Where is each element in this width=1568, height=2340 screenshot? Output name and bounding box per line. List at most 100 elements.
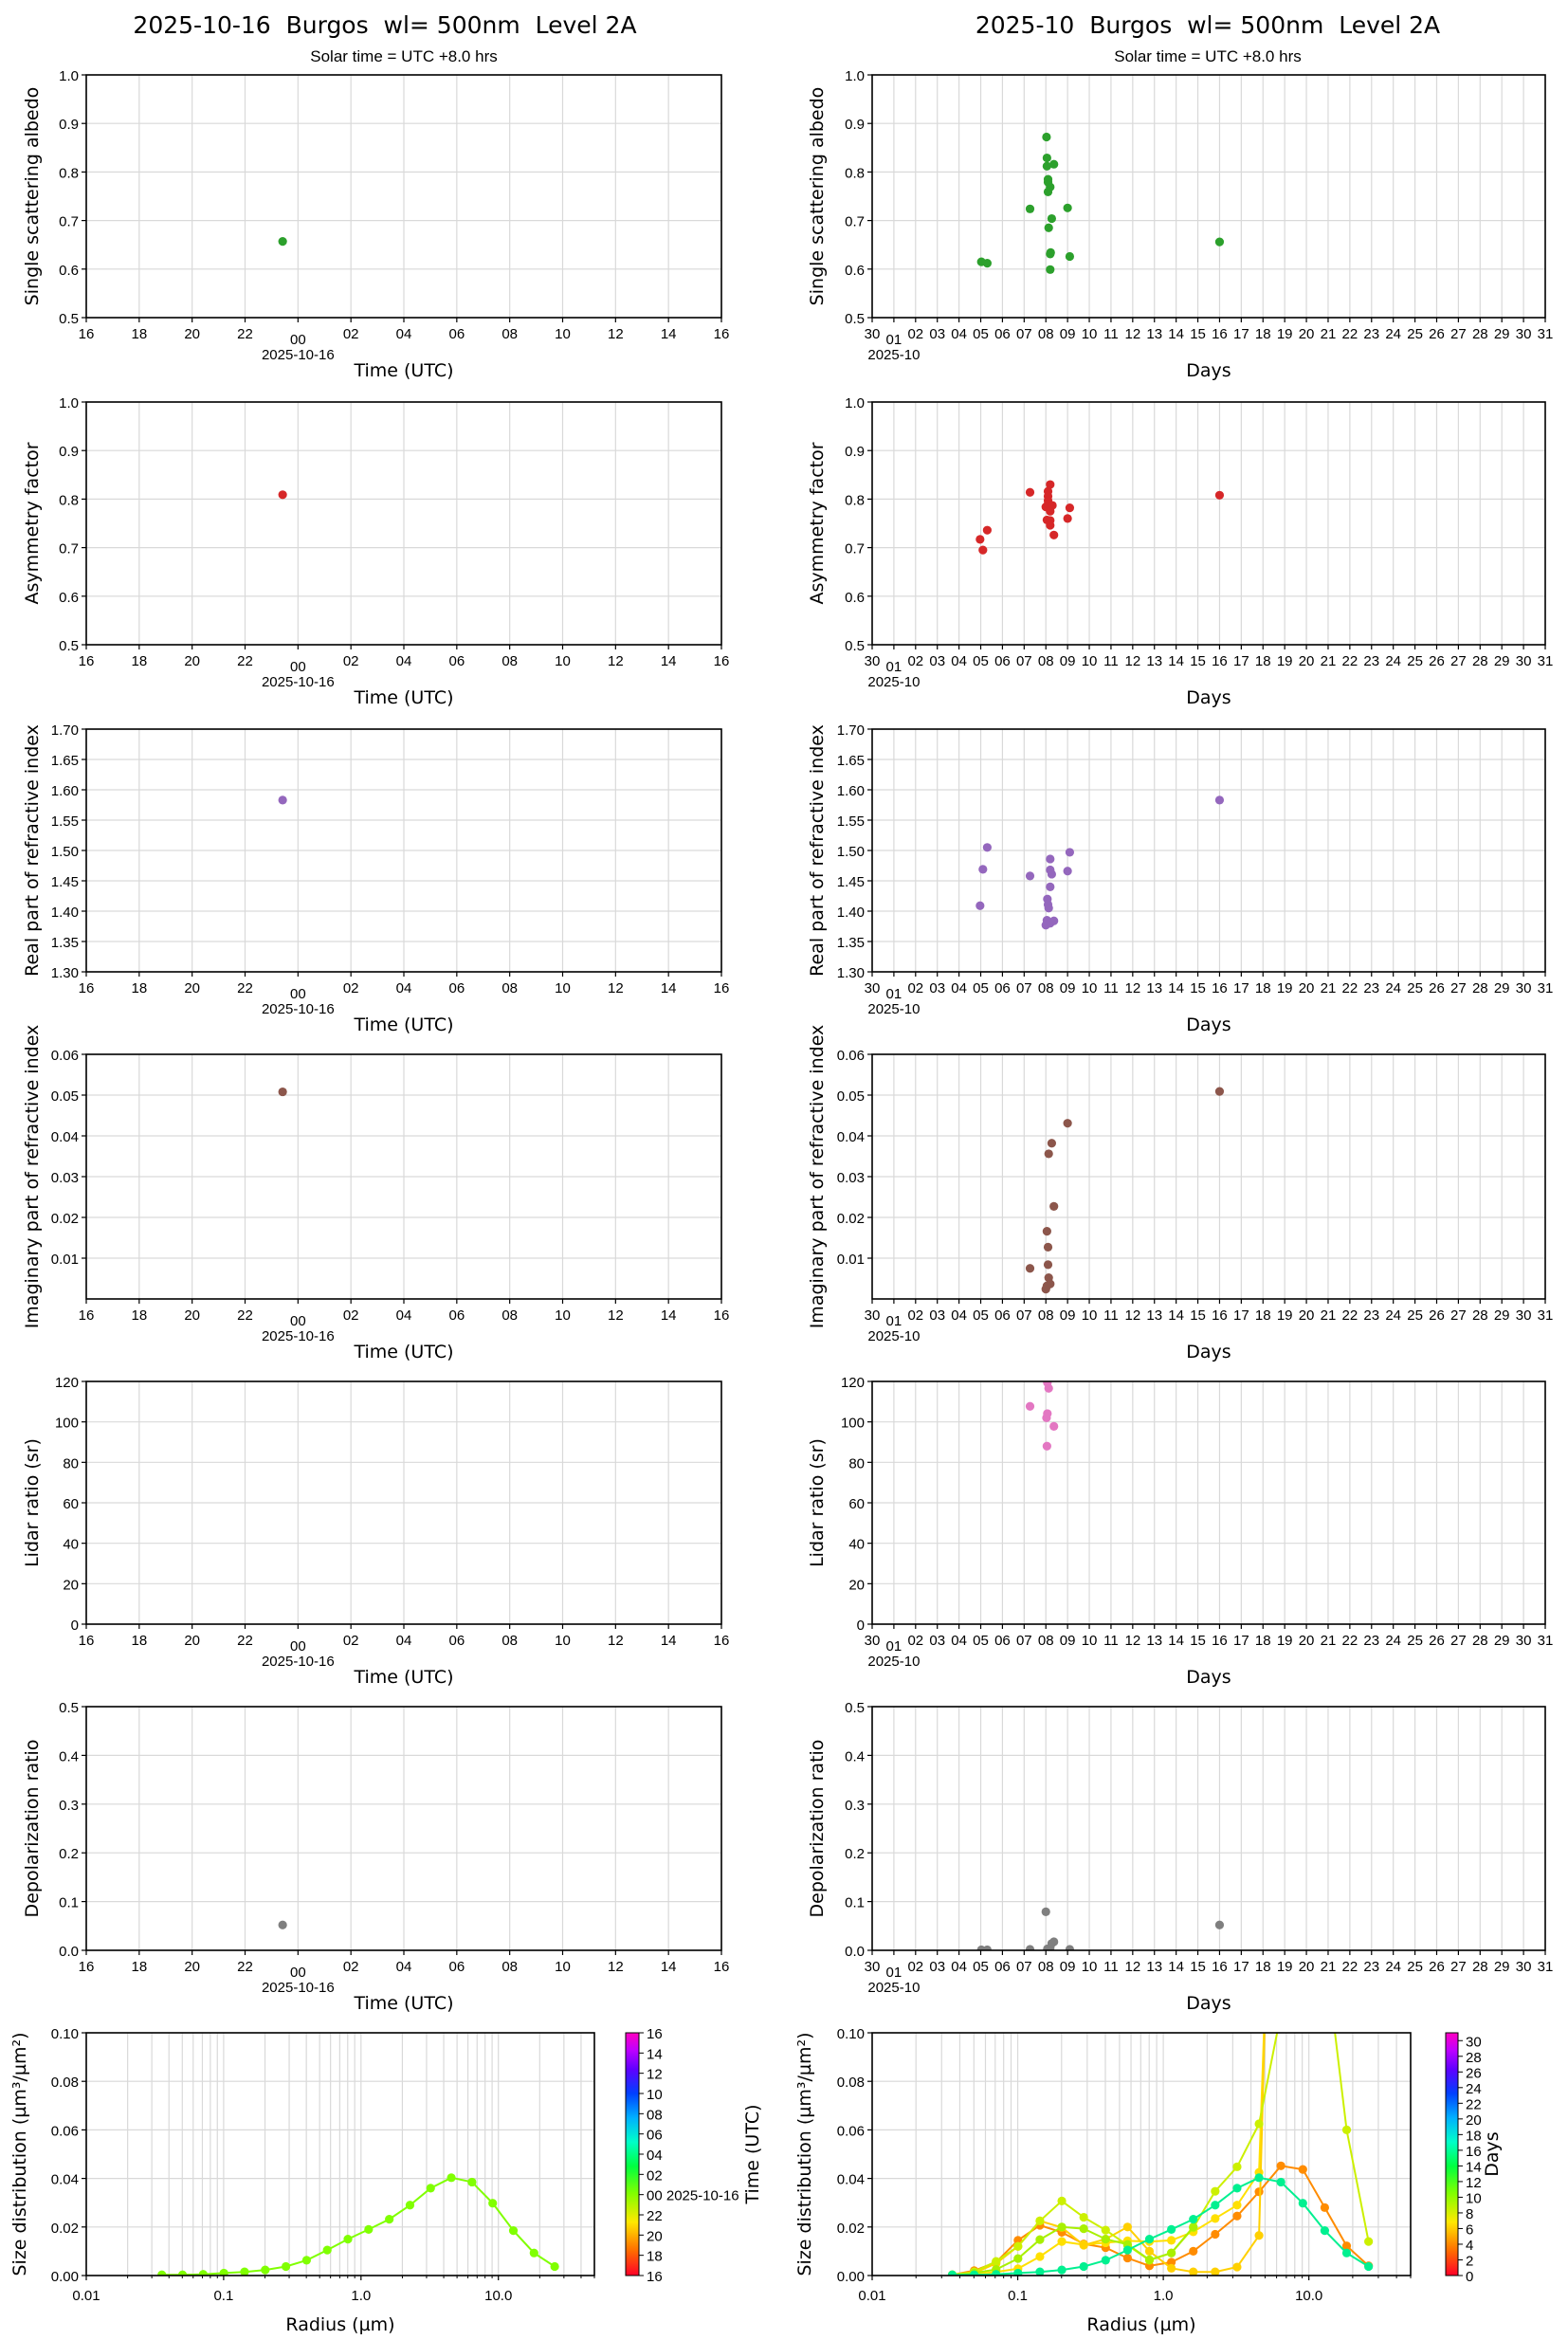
data-point: [1043, 1944, 1052, 1950]
x-tick-label: 24: [1385, 326, 1401, 342]
x-tick-label: 16: [714, 1307, 730, 1324]
series-point: [1057, 2265, 1067, 2275]
series-point: [198, 2270, 208, 2276]
x-tick-label: 18: [131, 1307, 147, 1324]
x-tick-label: 06: [994, 1307, 1011, 1324]
series-point: [1232, 2184, 1242, 2193]
x-tick-label: 08: [1038, 1959, 1054, 1975]
colorbar-tick-label: 24: [1466, 2081, 1482, 2097]
x-tick-label: 21: [1321, 1959, 1337, 1975]
y-tick-label: 0.08: [51, 2075, 79, 2091]
x-tick-label: 15: [1190, 1633, 1206, 1649]
y-tick-label: 0.5: [845, 1700, 865, 1716]
x-tick-label: 10: [1082, 1307, 1098, 1324]
series-point: [1254, 2119, 1264, 2129]
x-tick-label: 14: [661, 1307, 677, 1324]
y-tick-label: 0.9: [845, 117, 865, 133]
x-axis-label: Time (UTC): [353, 1015, 453, 1035]
gridlines: [871, 1053, 1546, 1299]
colorbar-gradient: [1445, 2032, 1459, 2276]
chart-asymmetry-daily: 16 18 20 22 00 02 04 06 08 10 12 14 16 2025-10-16 Time…: [22, 395, 729, 708]
x-tick-label: 20: [184, 1633, 200, 1649]
x-tick-label: 02: [907, 1633, 923, 1649]
x-tick-label: 02: [343, 1307, 359, 1324]
x-axis-label: Days: [1186, 1993, 1231, 2014]
x-tick-label: 16: [79, 326, 95, 342]
y-tick-label: 0.0: [59, 1944, 79, 1960]
x-tick-label: 04: [396, 980, 412, 996]
colorbar-tick-label: 26: [1466, 2065, 1482, 2081]
x-tick-label: 30: [865, 1633, 881, 1649]
series-point: [1101, 2235, 1110, 2244]
x-tick-label: 16: [714, 1633, 730, 1649]
data-point: [1025, 1945, 1035, 1950]
y-tick-label: 0.8: [59, 165, 79, 181]
series-point: [529, 2248, 538, 2258]
x-tick-label: 23: [1363, 653, 1379, 669]
x-tick-label: 29: [1494, 1307, 1510, 1324]
y-tick-label: 0.7: [845, 541, 865, 558]
y-tick-label: 0.06: [837, 2123, 865, 2139]
x-tick-label: 30: [1516, 653, 1532, 669]
x-tick-label: 19: [1277, 980, 1293, 996]
y-axis-label: Lidar ratio (sr): [22, 1438, 43, 1567]
series-point: [1101, 2256, 1110, 2265]
colorbar: 16 18 20 22 00 2025-10-16 02 04 06 08 10 12 14 16 Tim…: [625, 2026, 763, 2285]
y-tick-label: 80: [848, 1455, 865, 1472]
series-point: [1232, 2211, 1242, 2221]
x-axis-label: Time (UTC): [353, 1342, 453, 1362]
colorbar-tick-label: 16: [647, 2269, 663, 2285]
x-tick-label: 28: [1472, 653, 1488, 669]
y-tick-label: 1.0: [59, 68, 79, 84]
y-axis-label: Single scattering albedo: [22, 87, 43, 306]
chart-real-ri-daily: 16 18 20 22 00 02 04 06 08 10 12 14 16 2025-10-16 Time…: [22, 722, 729, 1035]
data-point: [1042, 1227, 1051, 1236]
x-tick-label: 18: [1255, 1959, 1271, 1975]
series-point: [1211, 2201, 1220, 2210]
x-tick-label: 16: [1212, 653, 1228, 669]
x-tick-label: 04: [951, 1959, 967, 1975]
colorbar-tick-label: 14: [1466, 2159, 1482, 2175]
x-tick-label: 14: [1168, 326, 1184, 342]
y-tick-label: 0.5: [845, 311, 865, 327]
x-tick-label: 02: [343, 1633, 359, 1649]
x-tick-label: 01: [886, 986, 903, 1002]
x-tick-label: 21: [1321, 653, 1337, 669]
x-tick-label: 07: [1016, 980, 1032, 996]
data-point: [1046, 882, 1055, 892]
x-tick-label: 24: [1385, 653, 1401, 669]
x-tick-label: 29: [1494, 980, 1510, 996]
series-point: [261, 2265, 270, 2275]
y-tick-label: 1.30: [837, 965, 865, 981]
x-tick-label: 21: [1321, 1633, 1337, 1649]
y-tick-label: 0.04: [837, 2172, 865, 2188]
x-tick-label: 10.0: [1295, 2288, 1322, 2304]
chart-depolarization-daily: 16 18 20 22 00 02 04 06 08 10 12 14 16 2025-10-16 Time…: [22, 1700, 729, 2014]
y-tick-label: 1.50: [51, 844, 79, 860]
plot-marks: [1025, 1381, 1059, 1451]
x-tick-label: 05: [973, 1307, 989, 1324]
x-tick-label: 06: [994, 326, 1011, 342]
y-tick-label: 0.04: [837, 1129, 865, 1145]
y-tick-label: 0: [71, 1618, 79, 1634]
colorbar-label: Time (UTC): [742, 2104, 763, 2204]
x-tick-label: 20: [1299, 1633, 1315, 1649]
plot-frame: [85, 1380, 722, 1625]
x-tick-label: 29: [1494, 1633, 1510, 1649]
colorbar-tick-label: 04: [647, 2148, 663, 2164]
x-tick-label: 17: [1233, 980, 1249, 996]
x-tick-label: 16: [79, 1633, 95, 1649]
data-point: [1043, 1242, 1053, 1252]
data-point: [1042, 132, 1051, 142]
plot-marks: [975, 480, 1225, 555]
series-point: [447, 2173, 456, 2183]
data-point: [1047, 869, 1057, 879]
x-tick-label: 14: [1168, 1633, 1184, 1649]
x-tick-label: 01: [886, 332, 903, 348]
x-tick-label: 15: [1190, 1959, 1206, 1975]
y-tick-label: 100: [55, 1416, 79, 1432]
x-tick-label: 27: [1450, 1307, 1467, 1324]
y-tick-label: 0.06: [837, 1048, 865, 1064]
data-point: [1041, 1285, 1050, 1294]
